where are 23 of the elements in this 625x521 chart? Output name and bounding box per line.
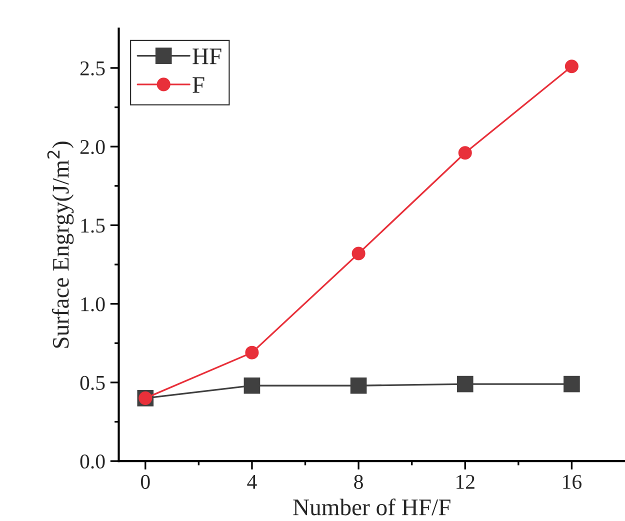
y-tick-label: 2.5 — [80, 61, 105, 76]
y-tick-label: 2.0 — [80, 140, 105, 154]
point — [350, 377, 367, 394]
legend-label: HF — [192, 48, 222, 64]
point — [244, 377, 260, 394]
y-tick-label: 1.0 — [81, 297, 105, 312]
x-tick-label: 0 — [140, 474, 150, 489]
y-tick-label: 1.5 — [81, 218, 105, 233]
point — [458, 146, 472, 160]
x-tick-label: 12 — [456, 474, 474, 489]
x-tick-label: 16 — [563, 474, 582, 489]
point — [456, 376, 474, 392]
x-tick-label: 8 — [354, 474, 363, 489]
x-tick-label: 4 — [247, 475, 257, 489]
y-tick-label: 0.5 — [80, 376, 105, 390]
point — [564, 376, 580, 392]
point — [352, 246, 366, 260]
x-axis-title: Number of HF/F — [293, 498, 450, 516]
y-tick-label: 0.0 — [80, 454, 105, 469]
legend-label: F — [192, 77, 204, 93]
point — [564, 60, 578, 74]
point — [245, 346, 259, 360]
y-axis-title: Surface Engrgy(J/m$^{2}$) — [47, 142, 74, 348]
